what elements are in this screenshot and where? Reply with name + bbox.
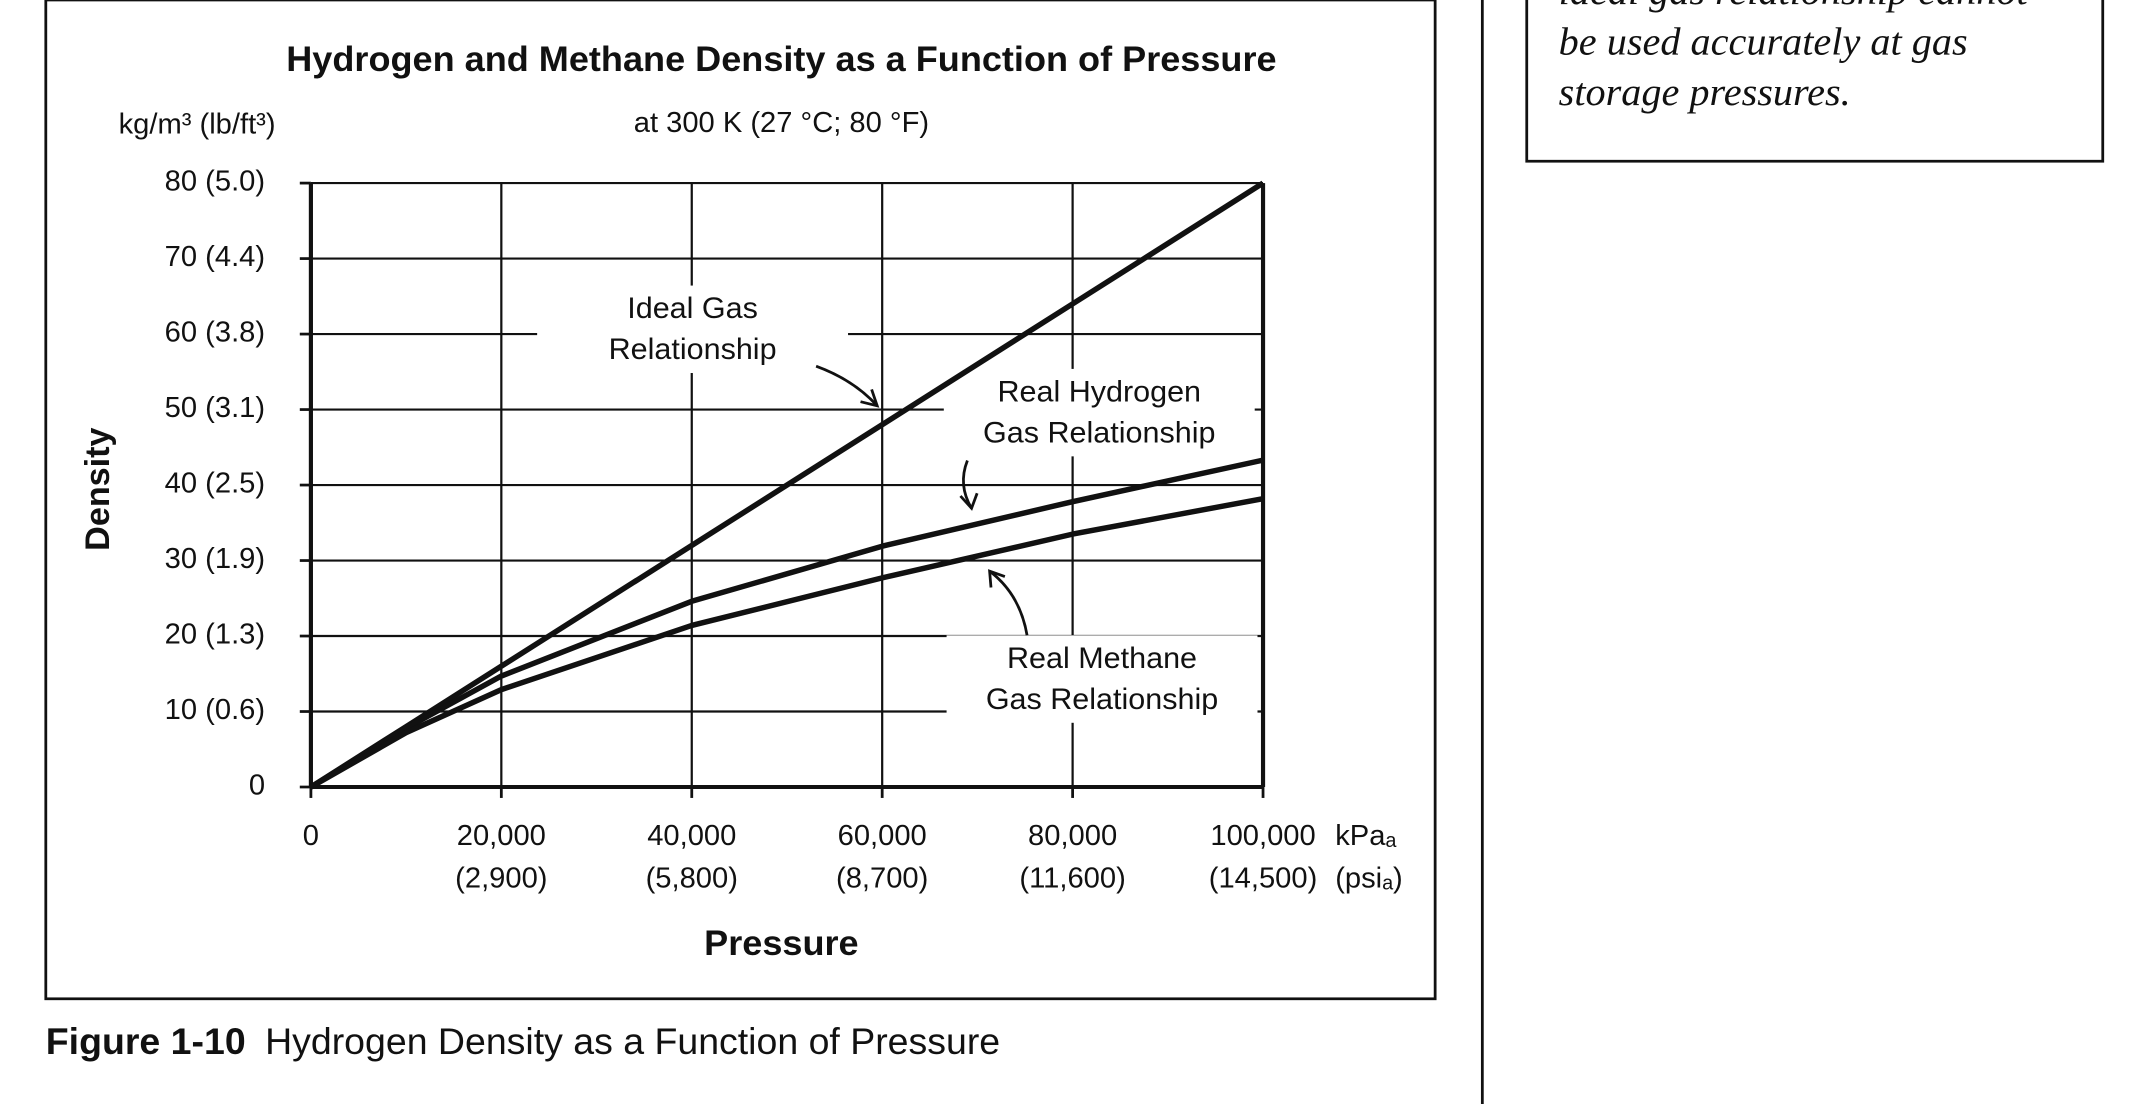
annotation-arrowhead: [959, 492, 979, 511]
y-tick-label: 10 (0.6): [165, 694, 265, 726]
annotation-bg: [943, 368, 1255, 457]
sidebar-line: storage pressures.: [1559, 69, 1851, 114]
annotation-arrowhead: [860, 388, 880, 408]
x-units: (psiₐ): [1335, 863, 1402, 895]
y-tick-label: 20 (1.3): [165, 619, 265, 651]
x-tick-label: 40,000: [647, 820, 736, 852]
annotation-arrowhead: [988, 569, 1006, 588]
annotation: Real Hydrogen: [997, 376, 1201, 409]
x-tick-sublabel: (8,700): [836, 863, 928, 895]
annotation-bg: [537, 285, 849, 374]
x-tick-label: 80,000: [1028, 820, 1117, 852]
x-tick-label: 100,000: [1210, 820, 1315, 852]
annotation-arrow: [815, 364, 879, 407]
sidebar-line: ideal gas relationship cannot: [1559, 0, 2029, 13]
y-tick-label: 60 (3.8): [165, 317, 265, 349]
x-tick-label: 20,000: [457, 820, 546, 852]
y-units: kg/m³ (lb/ft³): [119, 108, 276, 140]
series-line: [309, 495, 1264, 790]
annotation: Gas Relationship: [986, 683, 1218, 716]
caption-label: Figure 1-10: [46, 1020, 246, 1062]
annotation-bg: [946, 635, 1258, 723]
chart-subtitle: at 300 K (27 °C; 80 °F): [634, 107, 929, 139]
x-units: kPaₐ: [1335, 820, 1396, 852]
y-tick-label: 40 (2.5): [165, 468, 265, 500]
y-tick-label: 80 (5.0): [165, 166, 265, 198]
caption-text: Hydrogen Density as a Function of Pressu…: [265, 1020, 1000, 1062]
x-tick-sublabel: (5,800): [646, 863, 738, 895]
y-tick-label: 0: [249, 770, 265, 802]
x-tick-sublabel: (2,900): [455, 863, 547, 895]
series-line: [309, 457, 1264, 790]
annotations: Ideal Gas Relationship Real Hydrogen Gas Re…: [537, 285, 1258, 723]
annotation: Ideal Gas: [627, 292, 758, 325]
x-axis-label: Pressure: [704, 923, 858, 963]
x-tick-label: 60,000: [838, 820, 927, 852]
figure-frame: [44, 0, 1437, 1001]
annotation: Real Methane: [1007, 642, 1197, 675]
annotation: Gas Relationship: [983, 417, 1215, 450]
x-tick-label: 0: [303, 820, 319, 852]
caption: Figure 1-10 Hydrogen Density as a Functio…: [46, 1020, 1000, 1062]
y-axis-label: Density: [79, 427, 117, 550]
y-tick-label: 30 (1.9): [165, 543, 265, 575]
x-tick-sublabel: (11,600): [1019, 863, 1125, 895]
y-tick-label: 70 (4.4): [165, 241, 265, 273]
plot: 0 10 (0.6) 20 (1.3) 30 (1.9) 40 (2.5) 50 (3.1…: [165, 166, 1318, 895]
annotation-arrow: [988, 570, 1029, 636]
sidebar-box: [1525, 0, 2105, 163]
x-tick-sublabel: (14,500): [1209, 863, 1318, 895]
sidebar-line: be used accurately at gas: [1559, 19, 1968, 64]
annotation: Relationship: [609, 333, 777, 366]
chart-title: Hydrogen and Methane Density as a Functi…: [286, 39, 1276, 79]
y-tick-label: 50 (3.1): [165, 392, 265, 424]
